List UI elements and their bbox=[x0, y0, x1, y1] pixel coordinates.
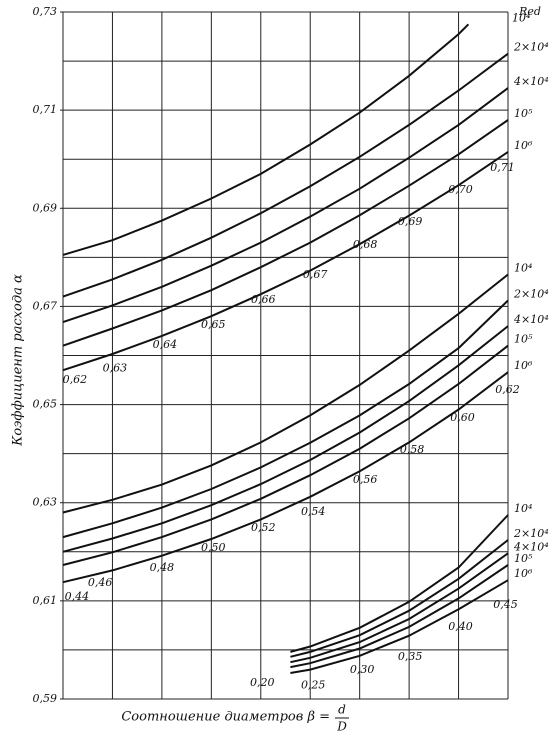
curve-label: 10⁵ bbox=[514, 552, 533, 565]
curve-label: 4×10⁴ bbox=[513, 540, 549, 553]
beta-label: 0,60 bbox=[450, 411, 475, 424]
curve-label: 10⁵ bbox=[514, 333, 533, 346]
beta-label: 0,46 bbox=[88, 576, 113, 589]
curve-label: 10⁶ bbox=[514, 567, 533, 580]
beta-label: 0,48 bbox=[150, 561, 175, 574]
curve bbox=[62, 52, 509, 298]
curve bbox=[62, 87, 509, 324]
curve bbox=[62, 344, 509, 566]
y-tick-label: 0,61 bbox=[33, 594, 58, 607]
curve-label: 10⁴ bbox=[512, 11, 530, 24]
beta-label: 0,40 bbox=[448, 620, 473, 633]
curve-label: 2×10⁴ bbox=[513, 41, 549, 54]
beta-label: 0,54 bbox=[301, 505, 326, 518]
y-tick-label: 0,69 bbox=[33, 201, 58, 214]
curve bbox=[62, 151, 509, 372]
beta-label: 0,35 bbox=[398, 650, 423, 663]
curve-label: 10⁶ bbox=[514, 139, 533, 152]
curve bbox=[62, 371, 509, 584]
curve bbox=[62, 119, 509, 347]
curve bbox=[62, 23, 470, 256]
beta-label: 0,65 bbox=[201, 318, 226, 331]
curve-label: 2×10⁴ bbox=[513, 288, 549, 301]
curve bbox=[62, 299, 509, 539]
curve-label: 4×10⁴ bbox=[513, 313, 549, 326]
y-tick-label: 0,59 bbox=[33, 692, 58, 705]
curve-label: 10⁴ bbox=[514, 262, 532, 275]
y-axis-title: Коэффициент расхода α bbox=[11, 274, 26, 447]
curve bbox=[290, 514, 509, 653]
beta-label: 0,20 bbox=[250, 676, 275, 689]
beta-label: 0,62 bbox=[63, 373, 88, 386]
y-tick-label: 0,67 bbox=[33, 299, 58, 312]
beta-label: 0,50 bbox=[201, 541, 226, 554]
curve-label: 10⁶ bbox=[514, 359, 533, 372]
beta-label: 0,64 bbox=[153, 338, 178, 351]
curve-label: 10⁴ bbox=[514, 502, 532, 515]
curve bbox=[62, 273, 509, 514]
curve bbox=[290, 539, 509, 658]
y-tick-label: 0,63 bbox=[33, 496, 58, 509]
y-tick-label: 0,73 bbox=[33, 5, 58, 18]
beta-label: 0,30 bbox=[350, 663, 375, 676]
beta-label: 0,25 bbox=[301, 678, 326, 691]
curve bbox=[62, 325, 509, 553]
beta-label: 0,45 bbox=[493, 598, 518, 611]
beta-label: 0,67 bbox=[303, 268, 328, 281]
curve bbox=[290, 552, 509, 664]
beta-label: 0,70 bbox=[448, 183, 473, 196]
beta-label: 0,56 bbox=[353, 473, 378, 486]
curve-label: 2×10⁴ bbox=[513, 527, 549, 540]
curve-label: 4×10⁴ bbox=[513, 75, 549, 88]
beta-label: 0,52 bbox=[251, 521, 276, 534]
y-tick-label: 0,71 bbox=[33, 103, 58, 116]
beta-label: 0,44 bbox=[65, 590, 90, 603]
beta-label: 0,63 bbox=[103, 361, 128, 374]
beta-label: 0,62 bbox=[495, 383, 520, 396]
beta-label: 0,69 bbox=[398, 215, 423, 228]
x-axis-title: Соотношение диаметров β = bbox=[121, 710, 330, 725]
legend-title: Red bbox=[518, 5, 541, 18]
curve-label: 10⁵ bbox=[514, 107, 533, 120]
beta-label: 0,66 bbox=[251, 293, 276, 306]
beta-label: 0,58 bbox=[400, 443, 425, 456]
x-axis-title-denominator: D bbox=[336, 720, 347, 734]
curve bbox=[290, 579, 509, 674]
beta-label: 0,68 bbox=[353, 238, 378, 251]
curve bbox=[290, 564, 509, 669]
x-axis-title-numerator: d bbox=[338, 703, 346, 717]
beta-label: 0,71 bbox=[490, 161, 515, 174]
y-tick-label: 0,65 bbox=[33, 398, 58, 411]
